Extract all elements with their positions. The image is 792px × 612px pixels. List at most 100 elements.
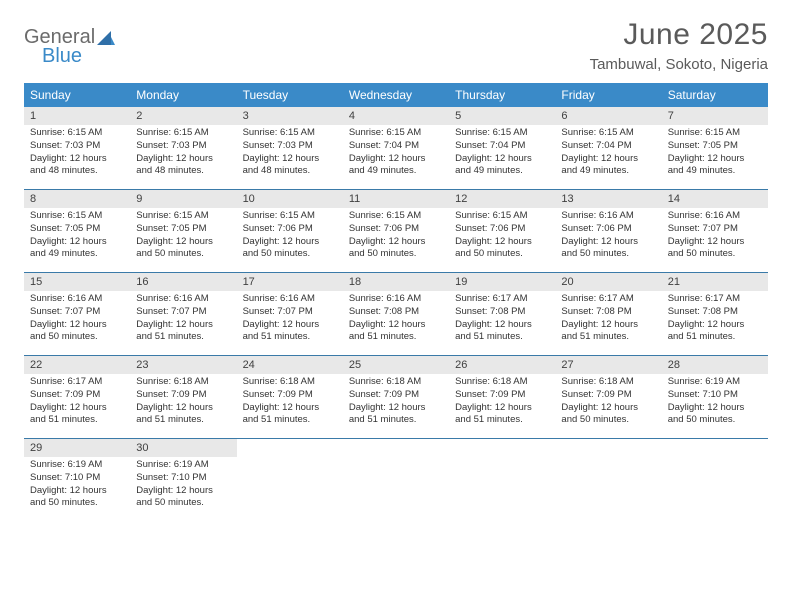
daylight: Daylight: 12 hours and 50 minutes. bbox=[136, 485, 230, 511]
sunrise: Sunrise: 6:15 AM bbox=[668, 127, 762, 140]
day-cell: 21Sunrise: 6:17 AMSunset: 7:08 PMDayligh… bbox=[662, 273, 768, 355]
daylight: Daylight: 12 hours and 50 minutes. bbox=[30, 319, 124, 345]
sunset: Sunset: 7:03 PM bbox=[243, 140, 337, 153]
day-number: 17 bbox=[237, 273, 343, 291]
day-details: Sunrise: 6:17 AMSunset: 7:08 PMDaylight:… bbox=[555, 291, 661, 348]
day-details: Sunrise: 6:17 AMSunset: 7:09 PMDaylight:… bbox=[24, 374, 130, 431]
day-details: Sunrise: 6:16 AMSunset: 7:07 PMDaylight:… bbox=[130, 291, 236, 348]
day-number: 4 bbox=[343, 107, 449, 125]
day-number: 12 bbox=[449, 190, 555, 208]
location: Tambuwal, Sokoto, Nigeria bbox=[590, 56, 768, 73]
day-cell: 3Sunrise: 6:15 AMSunset: 7:03 PMDaylight… bbox=[237, 107, 343, 189]
day-cell: 12Sunrise: 6:15 AMSunset: 7:06 PMDayligh… bbox=[449, 190, 555, 272]
sunrise: Sunrise: 6:17 AM bbox=[30, 376, 124, 389]
day-cell bbox=[555, 439, 661, 521]
day-number: 24 bbox=[237, 356, 343, 374]
day-number: 6 bbox=[555, 107, 661, 125]
sunrise: Sunrise: 6:18 AM bbox=[136, 376, 230, 389]
day-cell: 2Sunrise: 6:15 AMSunset: 7:03 PMDaylight… bbox=[130, 107, 236, 189]
sunrise: Sunrise: 6:19 AM bbox=[30, 459, 124, 472]
brand-text-blue: Blue bbox=[24, 45, 82, 68]
day-details: Sunrise: 6:16 AMSunset: 7:06 PMDaylight:… bbox=[555, 208, 661, 265]
sunrise: Sunrise: 6:18 AM bbox=[243, 376, 337, 389]
sail-icon bbox=[97, 31, 115, 45]
sunset: Sunset: 7:09 PM bbox=[243, 389, 337, 402]
sunrise: Sunrise: 6:15 AM bbox=[561, 127, 655, 140]
sunrise: Sunrise: 6:15 AM bbox=[349, 127, 443, 140]
dow-wed: Wednesday bbox=[343, 83, 449, 107]
daylight: Daylight: 12 hours and 50 minutes. bbox=[561, 236, 655, 262]
sunrise: Sunrise: 6:15 AM bbox=[30, 127, 124, 140]
day-details: Sunrise: 6:15 AMSunset: 7:03 PMDaylight:… bbox=[237, 125, 343, 182]
sunrise: Sunrise: 6:15 AM bbox=[136, 127, 230, 140]
day-details: Sunrise: 6:15 AMSunset: 7:05 PMDaylight:… bbox=[130, 208, 236, 265]
day-details: Sunrise: 6:15 AMSunset: 7:04 PMDaylight:… bbox=[449, 125, 555, 182]
day-cell bbox=[449, 439, 555, 521]
day-number: 27 bbox=[555, 356, 661, 374]
day-cell: 7Sunrise: 6:15 AMSunset: 7:05 PMDaylight… bbox=[662, 107, 768, 189]
sunset: Sunset: 7:08 PM bbox=[349, 306, 443, 319]
calendar: Sunday Monday Tuesday Wednesday Thursday… bbox=[24, 83, 768, 521]
daylight: Daylight: 12 hours and 50 minutes. bbox=[243, 236, 337, 262]
sunset: Sunset: 7:08 PM bbox=[668, 306, 762, 319]
daylight: Daylight: 12 hours and 50 minutes. bbox=[668, 402, 762, 428]
sunset: Sunset: 7:09 PM bbox=[136, 389, 230, 402]
day-cell: 6Sunrise: 6:15 AMSunset: 7:04 PMDaylight… bbox=[555, 107, 661, 189]
sunrise: Sunrise: 6:19 AM bbox=[136, 459, 230, 472]
day-cell: 23Sunrise: 6:18 AMSunset: 7:09 PMDayligh… bbox=[130, 356, 236, 438]
dow-tue: Tuesday bbox=[237, 83, 343, 107]
day-number: 9 bbox=[130, 190, 236, 208]
day-number: 19 bbox=[449, 273, 555, 291]
daylight: Daylight: 12 hours and 51 minutes. bbox=[30, 402, 124, 428]
daylight: Daylight: 12 hours and 51 minutes. bbox=[455, 402, 549, 428]
daylight: Daylight: 12 hours and 50 minutes. bbox=[561, 402, 655, 428]
day-number: 11 bbox=[343, 190, 449, 208]
day-details: Sunrise: 6:15 AMSunset: 7:06 PMDaylight:… bbox=[449, 208, 555, 265]
day-details: Sunrise: 6:18 AMSunset: 7:09 PMDaylight:… bbox=[555, 374, 661, 431]
daylight: Daylight: 12 hours and 49 minutes. bbox=[561, 153, 655, 179]
sunrise: Sunrise: 6:16 AM bbox=[30, 293, 124, 306]
daylight: Daylight: 12 hours and 51 minutes. bbox=[561, 319, 655, 345]
day-details: Sunrise: 6:17 AMSunset: 7:08 PMDaylight:… bbox=[662, 291, 768, 348]
dow-row: Sunday Monday Tuesday Wednesday Thursday… bbox=[24, 83, 768, 107]
sunset: Sunset: 7:09 PM bbox=[455, 389, 549, 402]
week-row: 22Sunrise: 6:17 AMSunset: 7:09 PMDayligh… bbox=[24, 356, 768, 439]
sunset: Sunset: 7:10 PM bbox=[668, 389, 762, 402]
sunset: Sunset: 7:04 PM bbox=[349, 140, 443, 153]
day-details: Sunrise: 6:18 AMSunset: 7:09 PMDaylight:… bbox=[130, 374, 236, 431]
day-details: Sunrise: 6:16 AMSunset: 7:07 PMDaylight:… bbox=[24, 291, 130, 348]
day-number: 14 bbox=[662, 190, 768, 208]
day-details: Sunrise: 6:15 AMSunset: 7:03 PMDaylight:… bbox=[24, 125, 130, 182]
week-row: 15Sunrise: 6:16 AMSunset: 7:07 PMDayligh… bbox=[24, 273, 768, 356]
day-number: 26 bbox=[449, 356, 555, 374]
daylight: Daylight: 12 hours and 50 minutes. bbox=[349, 236, 443, 262]
day-cell: 29Sunrise: 6:19 AMSunset: 7:10 PMDayligh… bbox=[24, 439, 130, 521]
sunset: Sunset: 7:08 PM bbox=[455, 306, 549, 319]
sunset: Sunset: 7:07 PM bbox=[243, 306, 337, 319]
day-details: Sunrise: 6:16 AMSunset: 7:08 PMDaylight:… bbox=[343, 291, 449, 348]
day-cell bbox=[237, 439, 343, 521]
daylight: Daylight: 12 hours and 51 minutes. bbox=[243, 402, 337, 428]
dow-mon: Monday bbox=[130, 83, 236, 107]
sunrise: Sunrise: 6:15 AM bbox=[349, 210, 443, 223]
daylight: Daylight: 12 hours and 51 minutes. bbox=[455, 319, 549, 345]
day-number: 3 bbox=[237, 107, 343, 125]
day-cell: 20Sunrise: 6:17 AMSunset: 7:08 PMDayligh… bbox=[555, 273, 661, 355]
day-details: Sunrise: 6:19 AMSunset: 7:10 PMDaylight:… bbox=[24, 457, 130, 514]
daylight: Daylight: 12 hours and 51 minutes. bbox=[243, 319, 337, 345]
sunrise: Sunrise: 6:15 AM bbox=[136, 210, 230, 223]
week-row: 8Sunrise: 6:15 AMSunset: 7:05 PMDaylight… bbox=[24, 190, 768, 273]
day-cell: 18Sunrise: 6:16 AMSunset: 7:08 PMDayligh… bbox=[343, 273, 449, 355]
sunrise: Sunrise: 6:15 AM bbox=[243, 210, 337, 223]
day-cell: 1Sunrise: 6:15 AMSunset: 7:03 PMDaylight… bbox=[24, 107, 130, 189]
day-cell bbox=[662, 439, 768, 521]
day-cell: 5Sunrise: 6:15 AMSunset: 7:04 PMDaylight… bbox=[449, 107, 555, 189]
header: General Blue June 2025 Tambuwal, Sokoto,… bbox=[24, 18, 768, 73]
daylight: Daylight: 12 hours and 50 minutes. bbox=[668, 236, 762, 262]
daylight: Daylight: 12 hours and 49 minutes. bbox=[349, 153, 443, 179]
day-details: Sunrise: 6:15 AMSunset: 7:04 PMDaylight:… bbox=[343, 125, 449, 182]
sunrise: Sunrise: 6:15 AM bbox=[455, 210, 549, 223]
day-cell: 4Sunrise: 6:15 AMSunset: 7:04 PMDaylight… bbox=[343, 107, 449, 189]
sunrise: Sunrise: 6:18 AM bbox=[561, 376, 655, 389]
sunrise: Sunrise: 6:18 AM bbox=[455, 376, 549, 389]
